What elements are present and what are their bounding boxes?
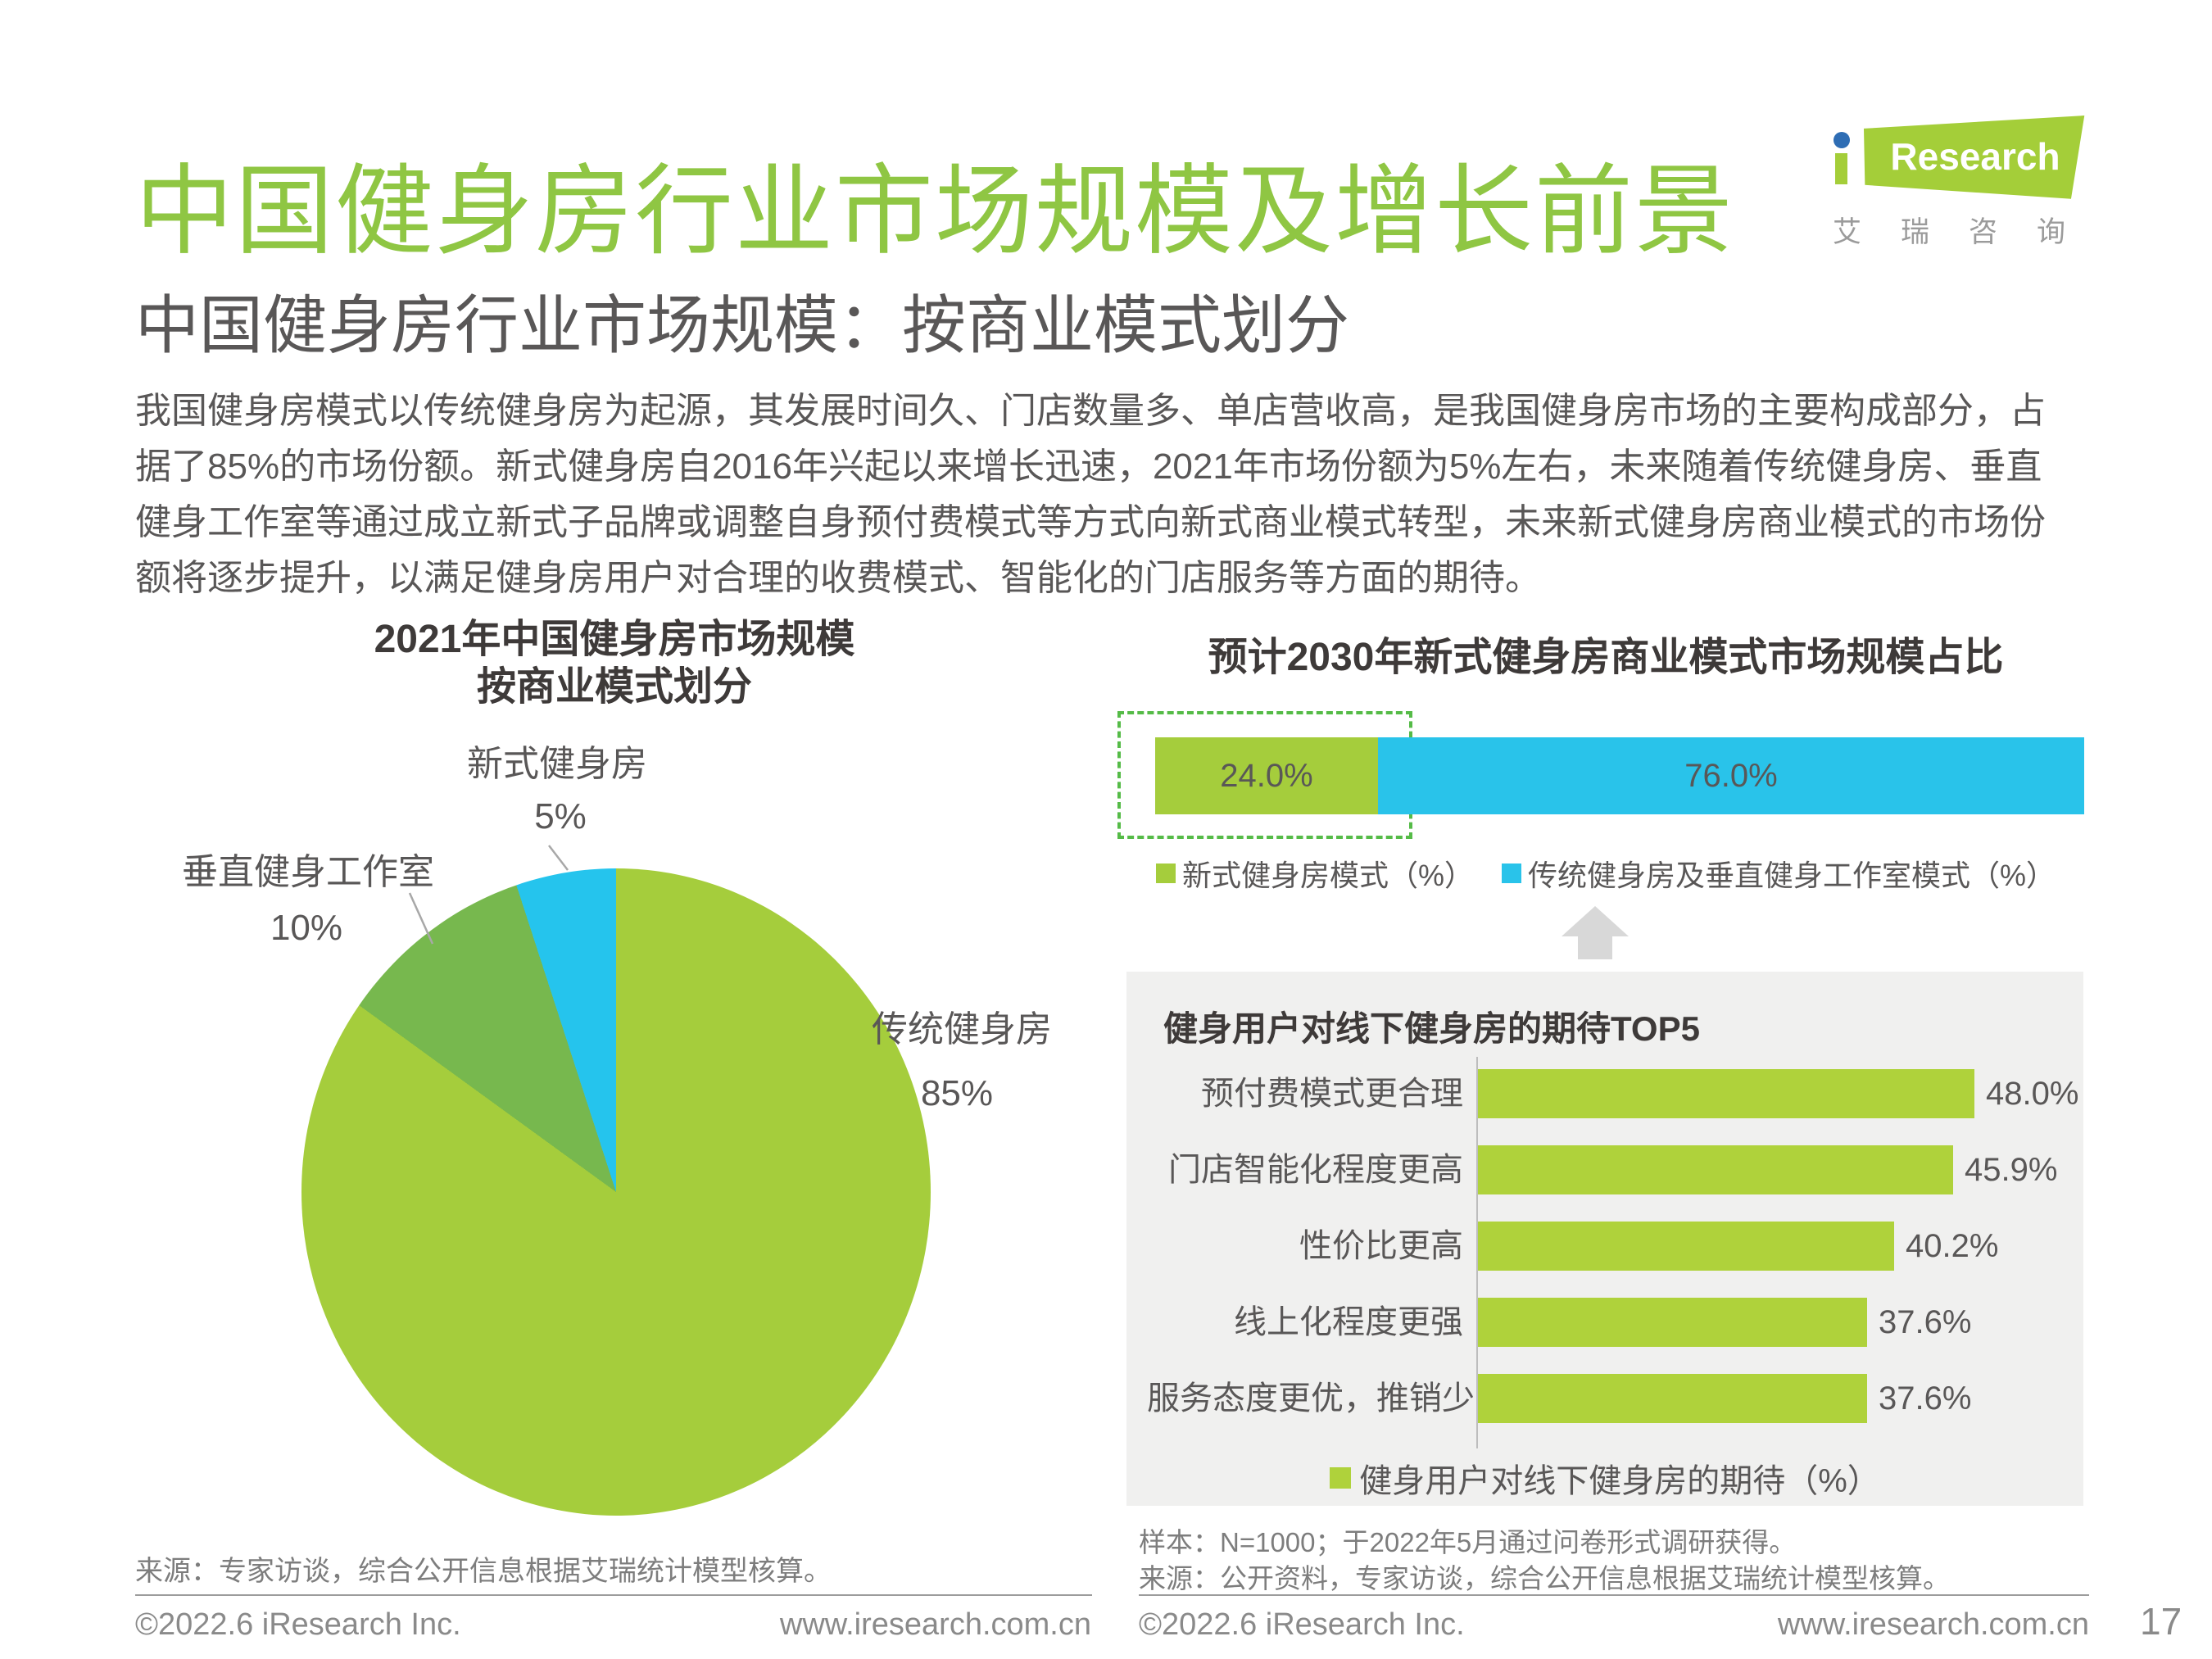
top5-bar	[1478, 1222, 1894, 1271]
pie-leader-line-new	[548, 845, 569, 871]
logo-i-dot-icon	[1834, 132, 1850, 148]
pie-source-note: 来源：专家访谈，综合公开信息根据艾瑞统计模型核算。	[135, 1556, 832, 1587]
pie-chart-title-line1: 2021年中国健身房市场规模	[374, 618, 855, 661]
legend-swatch-blue-icon	[1502, 863, 1521, 883]
up-arrow-stem	[1578, 936, 1612, 959]
stacked-chart-title: 预计2030年新式健身房商业模式市场规模占比	[1208, 636, 2004, 679]
right-source-note: 来源：公开资料，专家访谈，综合公开信息根据艾瑞统计模型核算。	[1139, 1563, 1950, 1593]
iresearch-logo: Research 艾瑞咨询	[1831, 109, 2101, 248]
top5-bar-value: 45.9%	[1965, 1152, 2058, 1188]
stacked-legend-item-traditional: 传统健身房及垂直健身工作室模式（%）	[1502, 852, 2056, 895]
page-number: 17	[2140, 1600, 2183, 1643]
pie-value-vertical: 10%	[270, 908, 343, 948]
stacked-legend-label-new: 新式健身房模式（%）	[1181, 859, 1474, 892]
footer-copyright-right: ©2022.6 iResearch Inc.	[1139, 1607, 1465, 1642]
legend-swatch-top5-icon	[1330, 1467, 1352, 1489]
top5-bar	[1478, 1298, 1867, 1347]
pie-value-new: 5%	[534, 796, 587, 836]
paragraph-line: 据了85%的市场份额。新式健身房自2016年兴起以来增长迅速，2021年市场份额…	[135, 446, 2042, 487]
pie-value-traditional: 85%	[920, 1073, 994, 1113]
stacked-legend-item-new: 新式健身房模式（%）	[1155, 852, 1474, 895]
top5-row-label: 服务态度更优，推销少	[1147, 1380, 1475, 1416]
logo-trapezoid: Research	[1864, 116, 2085, 199]
sample-note: 样本：N=1000；于2022年5月通过问卷形式调研获得。	[1139, 1527, 1797, 1557]
footer-divider-left	[135, 1594, 1092, 1596]
pie-chart-title-line2: 按商业模式划分	[476, 665, 752, 709]
footer-url-right[interactable]: www.iresearch.com.cn	[1777, 1607, 2089, 1642]
top5-bar	[1478, 1374, 1867, 1423]
pie-label-new: 新式健身房	[467, 744, 647, 784]
logo-caption: 艾瑞咨询	[1833, 216, 2105, 248]
top5-bar-value: 37.6%	[1879, 1380, 1972, 1416]
top5-axis-line	[1476, 1057, 1478, 1448]
pie-chart-title: 2021年中国健身房市场规模 按商业模式划分	[246, 616, 983, 711]
stacked-segment-traditional-value: 76.0%	[1684, 757, 1778, 794]
up-arrow-head	[1562, 906, 1629, 936]
legend-swatch-green-icon	[1155, 863, 1176, 883]
stacked-legend-label-traditional: 传统健身房及垂直健身工作室模式（%）	[1528, 859, 2056, 892]
paragraph-line: 我国健身房模式以传统健身房为起源，其发展时间久、门店数量多、单店营收高，是我国健…	[135, 391, 2046, 431]
up-arrow-icon	[1562, 906, 1629, 959]
top5-row-label: 预付费模式更合理	[1201, 1076, 1463, 1112]
top5-row-label: 性价比更高	[1299, 1228, 1463, 1264]
footer-divider-right	[1139, 1594, 2089, 1596]
paragraph-line: 健身工作室等通过成立新式子品牌或调整自身预付费模式等方式向新式商业模式转型，未来…	[135, 502, 2046, 542]
top5-bar	[1478, 1069, 1974, 1118]
stacked-segment-new-value: 24.0%	[1220, 757, 1313, 794]
footer-copyright-left: ©2022.6 iResearch Inc.	[135, 1607, 461, 1642]
top5-title: 健身用户对线下健身房的期待TOP5	[1163, 1009, 1700, 1048]
section-subtitle: 中国健身房行业市场规模：按商业模式划分	[135, 289, 1350, 361]
stacked-bar: 24.0% 76.0%	[1155, 737, 2084, 814]
logo-brand-text: Research	[1890, 135, 2060, 178]
stacked-legend: 新式健身房模式（%） 传统健身房及垂直健身工作室模式（%）	[1126, 852, 2085, 895]
top5-bar-value: 37.6%	[1879, 1304, 1972, 1340]
paragraph-line: 额将逐步提升，以满足健身房用户对合理的收费模式、智能化的门店服务等方面的期待。	[135, 558, 1541, 598]
top5-row-label: 线上化程度更强	[1234, 1304, 1463, 1340]
top5-legend-label: 健身用户对线下健身房的期待（%）	[1359, 1463, 1880, 1499]
page-title: 中国健身房行业市场规模及增长前景	[135, 156, 1734, 266]
intro-paragraph: 我国健身房模式以传统健身房为起源，其发展时间久、门店数量多、单店营收高，是我国健…	[135, 383, 2093, 606]
top5-row-label: 门店智能化程度更高	[1168, 1152, 1463, 1188]
top5-legend: 健身用户对线下健身房的期待（%）	[1126, 1454, 2083, 1502]
top5-bar-value: 48.0%	[1986, 1076, 2079, 1112]
top5-bar	[1478, 1145, 1953, 1194]
footer-url-left[interactable]: www.iresearch.com.cn	[779, 1607, 1091, 1642]
pie-label-traditional: 传统健身房	[872, 1009, 1052, 1049]
logo-i-stem-icon	[1835, 153, 1847, 184]
pie-label-vertical: 垂直健身工作室	[182, 852, 434, 892]
top5-bar-value: 40.2%	[1906, 1228, 1999, 1264]
pie-chart	[301, 868, 931, 1516]
stacked-segment-traditional: 76.0%	[1378, 737, 2084, 814]
stacked-segment-new: 24.0%	[1155, 737, 1378, 814]
